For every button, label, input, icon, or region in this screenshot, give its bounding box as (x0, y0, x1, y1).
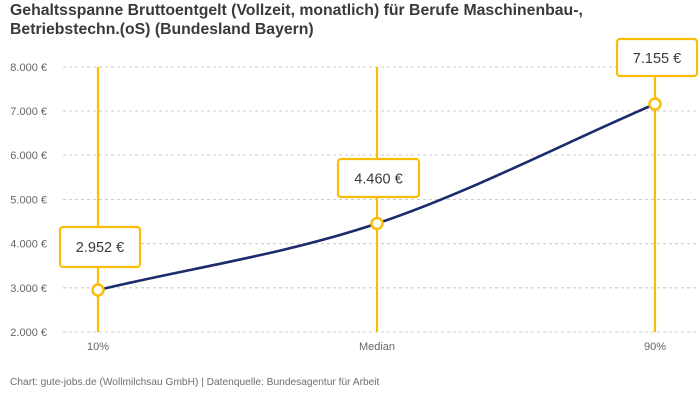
svg-text:4.460 €: 4.460 € (354, 172, 402, 188)
svg-text:8.000 €: 8.000 € (10, 62, 47, 74)
svg-text:10%: 10% (87, 341, 109, 353)
svg-text:90%: 90% (644, 341, 666, 353)
svg-text:2.000 €: 2.000 € (10, 327, 47, 339)
svg-text:2.952 €: 2.952 € (76, 240, 124, 256)
svg-text:7.155 €: 7.155 € (633, 51, 681, 67)
svg-text:7.000 €: 7.000 € (10, 106, 47, 118)
svg-text:Median: Median (359, 341, 395, 353)
svg-text:6.000 €: 6.000 € (10, 150, 47, 162)
svg-text:5.000 €: 5.000 € (10, 195, 47, 207)
svg-text:3.000 €: 3.000 € (10, 283, 47, 295)
svg-text:4.000 €: 4.000 € (10, 239, 47, 251)
